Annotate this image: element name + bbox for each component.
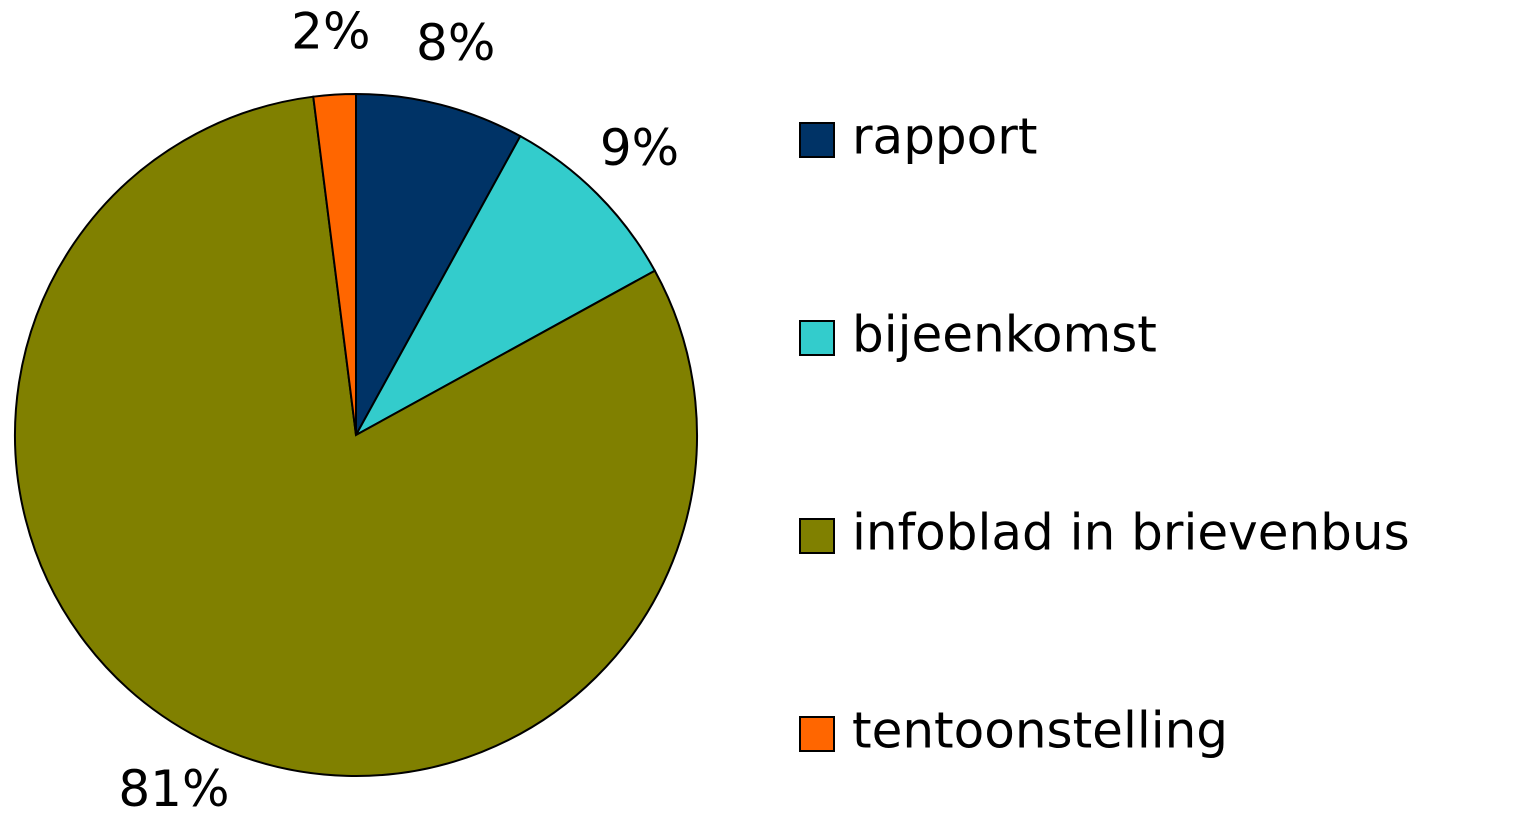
data-label: 8%	[416, 14, 495, 72]
legend-swatch	[799, 320, 835, 356]
data-label: 9%	[600, 119, 679, 177]
legend-label: infoblad in brievenbus	[852, 504, 1410, 562]
pie-slice	[355, 92, 522, 436]
legend-label: tentoonstelling	[852, 702, 1228, 760]
legend-swatch	[799, 122, 835, 158]
data-label: 2%	[291, 2, 370, 60]
legend-label: bijeenkomst	[852, 306, 1157, 364]
data-label: 81%	[118, 760, 229, 818]
legend-swatch	[799, 518, 835, 554]
legend-label: rapport	[852, 108, 1037, 166]
pie-slice	[14, 95, 698, 777]
pie-slice	[312, 92, 357, 436]
legend-swatch	[799, 716, 835, 752]
pie-slice	[353, 134, 657, 438]
